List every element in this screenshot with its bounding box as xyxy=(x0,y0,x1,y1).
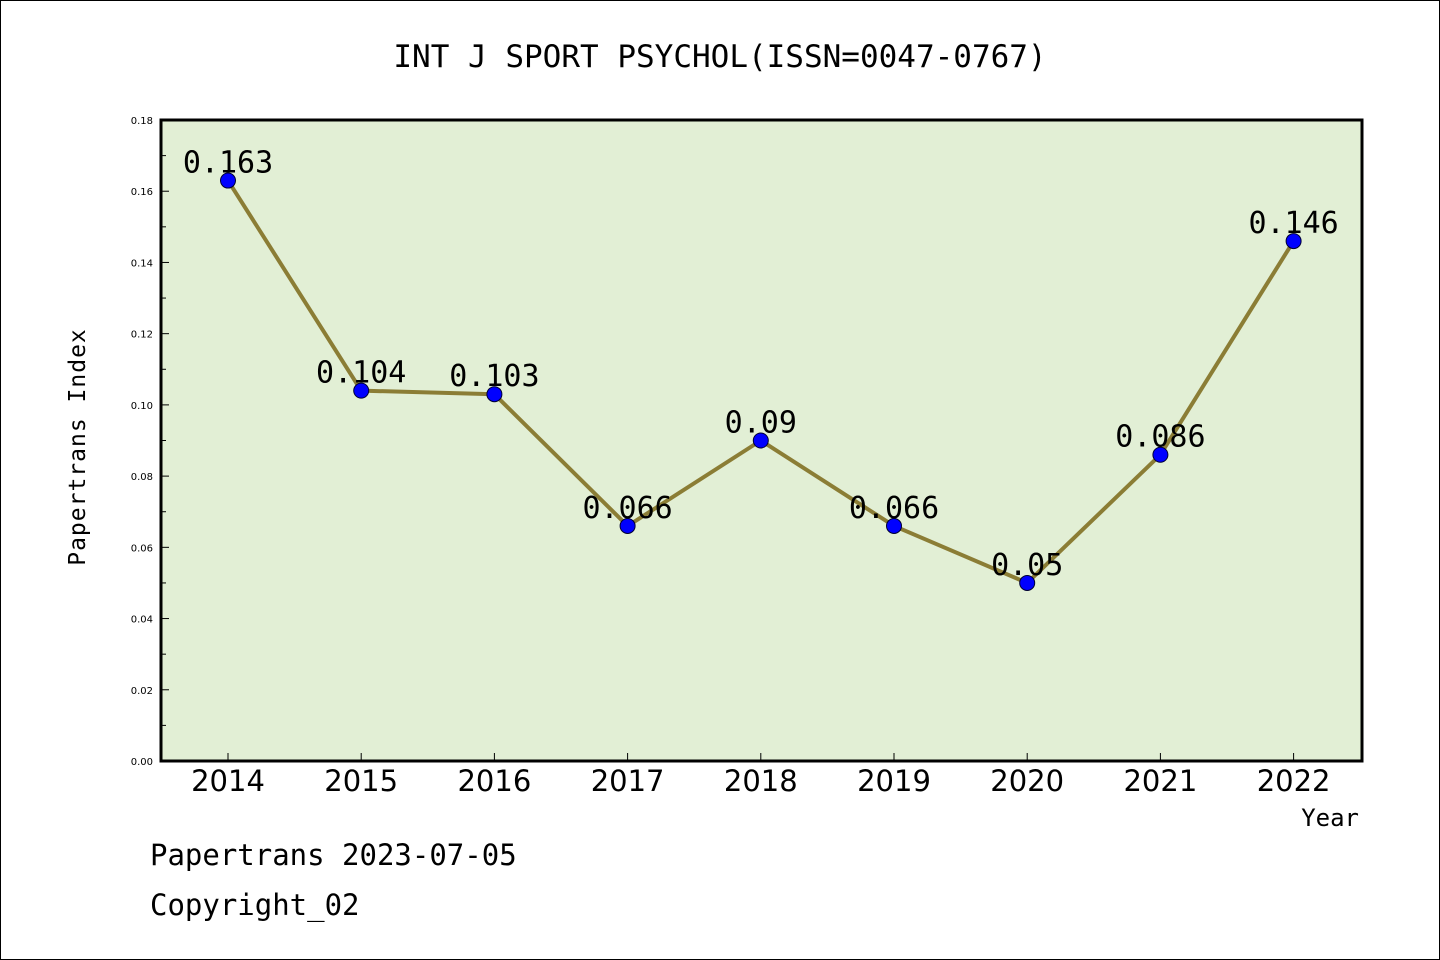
y-tick-label: 0.02 xyxy=(131,686,153,697)
data-label: 0.066 xyxy=(849,491,939,526)
x-tick-label: 2021 xyxy=(1123,764,1197,798)
data-point xyxy=(353,382,370,399)
y-tick-label: 0.18 xyxy=(131,116,153,127)
data-point xyxy=(752,432,769,449)
x-tick-label: 2020 xyxy=(990,764,1064,798)
y-tick-label: 0.08 xyxy=(131,472,153,483)
data-labels: 0.163 0.104 0.103 0.066 0.09 0.066 0.05 0.086 0.… xyxy=(183,146,1339,583)
x-tick-label: 2017 xyxy=(591,764,665,798)
y-tick-label: 0.12 xyxy=(131,330,153,341)
series-markers xyxy=(220,172,1302,591)
y-tick-label: 0.14 xyxy=(131,258,153,269)
x-tick-label: 2019 xyxy=(857,764,931,798)
x-tick-label: 2015 xyxy=(324,764,398,798)
x-axis-label: Year xyxy=(1301,804,1359,832)
data-point xyxy=(619,517,636,534)
data-point xyxy=(1285,233,1302,250)
data-point xyxy=(1019,574,1036,591)
data-label: 0.104 xyxy=(316,356,406,391)
y-tick-label: 0.06 xyxy=(131,543,153,554)
y-axis-label: Papertrans Index xyxy=(65,328,91,566)
y-tick-label: 0.16 xyxy=(131,187,153,198)
x-tick-label: 2016 xyxy=(457,764,531,798)
x-tick-label: 2018 xyxy=(724,764,798,798)
x-axis: 2014 2015 2016 2017 2018 2019 2020 2021 2022 xyxy=(191,753,1331,798)
data-point xyxy=(1152,446,1169,463)
data-point xyxy=(486,386,503,403)
data-label: 0.066 xyxy=(582,491,672,526)
data-label: 0.086 xyxy=(1115,420,1205,455)
data-label: 0.146 xyxy=(1248,206,1338,241)
plot-frame xyxy=(159,118,1364,763)
data-label: 0.05 xyxy=(991,548,1063,583)
data-point xyxy=(886,517,902,534)
y-tick-label: 0.10 xyxy=(131,401,153,412)
footer-copyright: Copyright_02 xyxy=(150,888,360,923)
y-tick-label: 0.04 xyxy=(131,615,153,626)
y-tick-label: 0.00 xyxy=(131,757,153,768)
data-label: 0.103 xyxy=(449,359,539,394)
x-tick-label: 2014 xyxy=(191,764,265,798)
data-label: 0.163 xyxy=(183,146,273,181)
data-label: 0.09 xyxy=(725,406,797,441)
chart-title: INT J SPORT PSYCHOL(ISSN=0047-0767) xyxy=(393,39,1046,75)
footer-date: Papertrans 2023-07-05 xyxy=(150,838,517,872)
data-point xyxy=(220,172,236,189)
x-tick-label: 2022 xyxy=(1257,764,1331,798)
